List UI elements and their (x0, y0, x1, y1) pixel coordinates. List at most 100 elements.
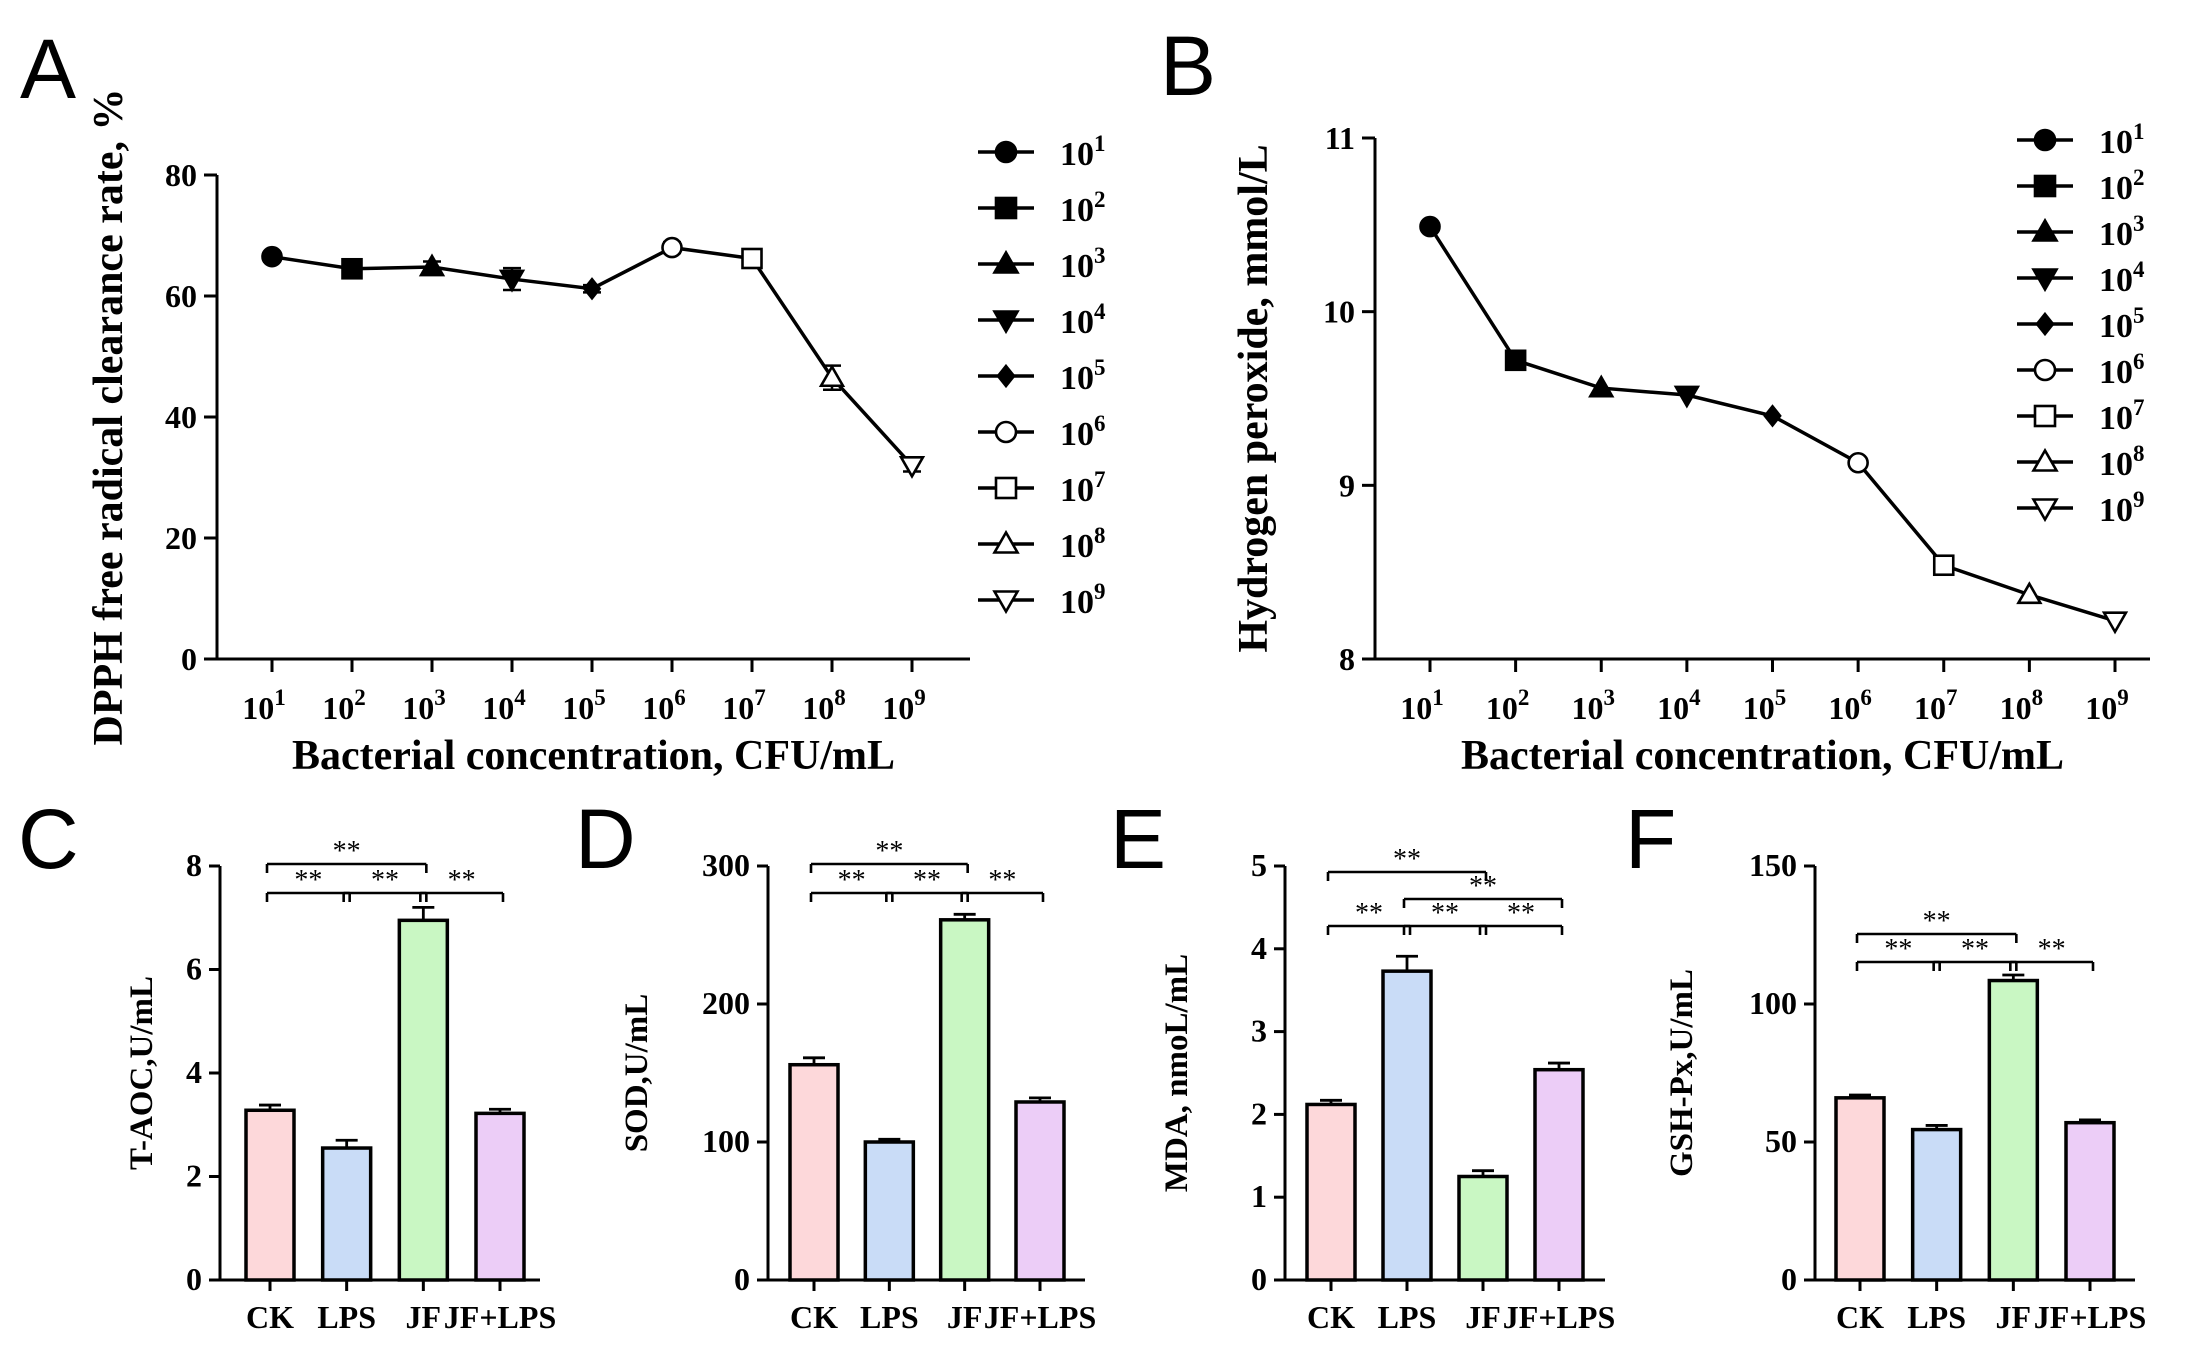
y-tick-label: 0 (186, 1261, 202, 1297)
legend-label: 103 (1060, 243, 1106, 285)
y-tick-label: 100 (1749, 985, 1797, 1021)
legend-label: 104 (1060, 299, 1106, 341)
x-tick-label: CK (246, 1299, 294, 1335)
legend-marker (994, 420, 1018, 444)
legend-marker (2031, 217, 2059, 242)
data-point (261, 245, 283, 268)
y-tick-label: 4 (1251, 930, 1267, 966)
significance-label: ** (1884, 934, 1912, 965)
data-point (898, 456, 926, 479)
bar (2064, 1120, 2116, 1282)
legend-marker (992, 310, 1020, 335)
legend-label: 105 (2099, 303, 2145, 345)
bar (244, 1108, 296, 1282)
y-tick-label: 8 (186, 847, 202, 883)
x-axis-label: Bacterial concentration, CFU/mL (1461, 733, 2064, 779)
x-tick-label: 103 (1572, 685, 1616, 726)
data-point (1588, 374, 1615, 398)
chart-f-gsh-px: 0 50 100 150 CK LPS JF JF+LPS ** ** ** ** GSH-Px,U/m… (1664, 847, 2146, 1335)
legend-marker (992, 529, 1020, 554)
significance-label: ** (1507, 898, 1535, 929)
y-tick-label: 0 (181, 641, 197, 677)
data-point (582, 277, 602, 301)
legend-label: 109 (1060, 579, 1106, 621)
legend-label: 108 (1060, 523, 1106, 565)
legend-label: 107 (2099, 395, 2145, 437)
significance-label: ** (2038, 934, 2066, 965)
x-tick-label: 105 (1743, 685, 1787, 726)
x-tick-label: JF (1465, 1299, 1501, 1335)
x-tick-label: 103 (402, 685, 446, 726)
bar (788, 1062, 840, 1282)
x-tick-label: JF (947, 1299, 983, 1335)
legend-marker (2033, 404, 2057, 428)
y-tick-label: 8 (1339, 641, 1355, 677)
x-tick-label: CK (1836, 1299, 1884, 1335)
legend-label: 105 (1060, 355, 1106, 397)
legend-label: 102 (1060, 187, 1106, 229)
x-tick-label: LPS (1907, 1299, 1966, 1335)
y-tick-label: 300 (702, 847, 750, 883)
x-tick-label: 101 (1400, 685, 1444, 726)
significance-label: ** (1431, 898, 1459, 929)
legend-label: 102 (2099, 165, 2145, 207)
y-tick-label: 4 (186, 1054, 202, 1090)
significance-label: ** (1923, 906, 1951, 937)
legend-marker (2033, 128, 2057, 152)
y-tick-label: 40 (165, 399, 197, 435)
y-tick-label: 200 (702, 985, 750, 1021)
legend-marker (994, 140, 1018, 164)
y-axis-label: DPPH free radical clearance rate, % (86, 89, 132, 746)
panel-label-f: F (1625, 792, 1676, 886)
y-tick-label: 150 (1749, 847, 1797, 883)
bar (1457, 1174, 1509, 1282)
bar (397, 918, 450, 1282)
y-tick-label: 10 (1323, 294, 1355, 330)
y-axis-label: Hydrogen peroxide, mmol/L (1231, 144, 1277, 652)
legend-label: 103 (2099, 211, 2145, 253)
x-tick-label: 106 (642, 685, 686, 726)
significance-label: ** (294, 865, 322, 896)
bar (1834, 1096, 1886, 1282)
chart-e-mda: 0 1 2 3 4 5 CK LPS JF JF+LPS ** ** ** ** ** MDA, nmoL/m… (1159, 844, 1615, 1335)
data-point (2016, 581, 2043, 605)
legend-marker (992, 590, 1020, 615)
x-tick-label: JF+LPS (2034, 1299, 2146, 1335)
legend-label: 104 (2099, 257, 2145, 299)
y-axis-label: GSH-Px,U/mL (1664, 969, 1700, 1177)
y-tick-label: 0 (1781, 1261, 1797, 1297)
bar (1014, 1100, 1066, 1282)
x-tick-label: 105 (562, 685, 606, 726)
x-tick-label: LPS (1378, 1299, 1437, 1335)
legend-label: 108 (2099, 441, 2145, 483)
significance-label: ** (1961, 934, 1989, 965)
bar (1381, 969, 1433, 1282)
panel-label-c: C (18, 792, 79, 886)
legend-label: 106 (1060, 411, 1106, 453)
y-axis-label: MDA, nmoL/mL (1159, 954, 1195, 1192)
y-tick-label: 60 (165, 278, 197, 314)
y-axis-label: T-AOC,U/mL (124, 976, 160, 1170)
y-tick-label: 6 (186, 951, 202, 987)
legend-marker (2033, 358, 2057, 382)
x-tick-label: JF (1996, 1299, 2032, 1335)
x-tick-label: 107 (1914, 685, 1958, 726)
x-tick-label: 107 (722, 685, 766, 726)
x-tick-label: 109 (2085, 685, 2129, 726)
significance-label: ** (333, 836, 361, 867)
bar (1533, 1067, 1585, 1282)
data-point (1673, 385, 1701, 409)
y-tick-label: 11 (1325, 120, 1355, 156)
y-tick-label: 20 (165, 520, 197, 556)
panel-label-b: B (1160, 19, 1216, 113)
x-tick-label: 106 (1828, 685, 1872, 726)
data-point (418, 253, 446, 277)
legend-marker (2035, 311, 2055, 337)
legend-marker (992, 249, 1020, 274)
x-tick-label: 108 (802, 685, 846, 726)
panel-label-d: D (575, 792, 636, 886)
x-tick-label: JF (406, 1299, 442, 1335)
x-tick-label: 101 (242, 685, 286, 726)
